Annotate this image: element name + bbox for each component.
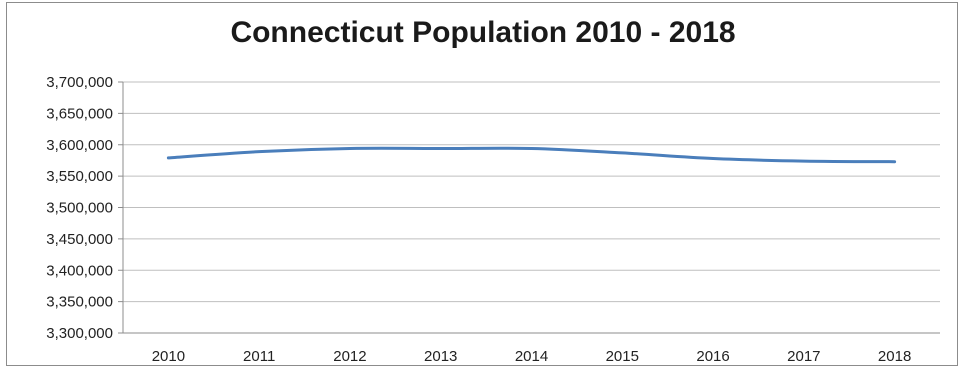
x-tick-label: 2016 xyxy=(696,348,729,365)
y-tick-label: 3,300,000 xyxy=(46,325,113,342)
chart-title: Connecticut Population 2010 - 2018 xyxy=(230,16,736,49)
x-tick-label: 2012 xyxy=(333,348,366,365)
y-tick-label: 3,450,000 xyxy=(46,231,113,248)
y-tick-label: 3,350,000 xyxy=(46,294,113,311)
y-tick-label: 3,700,000 xyxy=(46,74,113,91)
chart-frame xyxy=(6,2,958,366)
x-tick-label: 2018 xyxy=(878,348,911,365)
y-tick-label: 3,600,000 xyxy=(46,137,113,154)
x-tick-label: 2017 xyxy=(787,348,820,365)
y-tick-label: 3,500,000 xyxy=(46,200,113,217)
x-tick-label: 2013 xyxy=(424,348,457,365)
x-tick-label: 2014 xyxy=(515,348,548,365)
y-tick-label: 3,400,000 xyxy=(46,262,113,279)
y-tick-label: 3,650,000 xyxy=(46,105,113,122)
population-series-line xyxy=(166,146,897,164)
x-tick-label: 2011 xyxy=(243,348,275,365)
x-tick-label: 2010 xyxy=(152,348,185,365)
y-tick-label: 3,550,000 xyxy=(46,168,113,185)
x-tick-label: 2015 xyxy=(606,348,639,365)
